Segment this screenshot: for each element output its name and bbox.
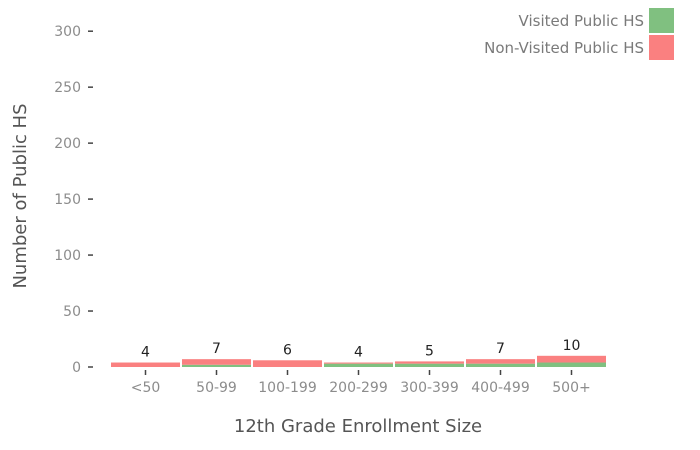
bar-segment-non-visited	[395, 361, 464, 364]
legend-label: Visited Public HS	[519, 12, 644, 30]
x-axis-title: 12th Grade Enrollment Size	[234, 416, 482, 437]
bar-total-label: 4	[354, 345, 363, 361]
bar-segment-visited	[182, 364, 251, 367]
legend-swatch	[649, 35, 674, 60]
x-tick-label: 500+	[552, 380, 590, 396]
legend-label: Non-Visited Public HS	[484, 39, 644, 57]
bar-segment-non-visited	[537, 355, 606, 363]
y-axis-title: Number of Public HS	[10, 103, 31, 288]
y-tick-label: 100	[54, 248, 81, 264]
x-tick-label: 200-299	[329, 380, 388, 396]
bar-segment-visited	[395, 363, 464, 367]
x-axis: <50 50-99 100-199 200-299 300-399 400-499 500+	[131, 370, 591, 396]
bar-total-label: 7	[212, 341, 221, 357]
data-labels: 4 7 6 4 5 7 10	[141, 338, 580, 361]
legend: Visited Public HS Non-Visited Public HS	[484, 8, 674, 60]
y-tick-label: 250	[54, 80, 81, 96]
legend-swatch	[649, 8, 674, 33]
y-tick-label: 200	[54, 136, 81, 152]
x-tick-label: 50-99	[196, 380, 237, 396]
bar-segment-visited	[466, 363, 535, 367]
y-axis: 0 50 100 150 200 250 300	[54, 24, 93, 376]
bar-segment-visited	[324, 363, 393, 367]
x-tick-label: 300-399	[400, 380, 459, 396]
y-tick-label: 300	[54, 24, 81, 40]
y-tick-label: 150	[54, 192, 81, 208]
x-tick-label: 100-199	[258, 380, 317, 396]
bar-total-label: 10	[563, 338, 581, 354]
y-tick-label: 0	[72, 360, 81, 376]
bar-segment-non-visited	[466, 359, 535, 364]
bar-total-label: 6	[283, 342, 292, 358]
bar-total-label: 5	[425, 343, 434, 359]
bar-segment-non-visited	[253, 360, 322, 367]
bar-segment-non-visited	[324, 362, 393, 364]
x-tick-label: 400-499	[471, 380, 530, 396]
bar-segment-non-visited	[111, 362, 180, 367]
bar-total-label: 7	[496, 341, 505, 357]
y-tick-label: 50	[63, 304, 81, 320]
bar-segment-non-visited	[182, 359, 251, 365]
bar-segment-visited	[537, 362, 606, 367]
bar-total-label: 4	[141, 345, 150, 361]
bars	[111, 355, 606, 367]
x-tick-label: <50	[131, 380, 161, 396]
